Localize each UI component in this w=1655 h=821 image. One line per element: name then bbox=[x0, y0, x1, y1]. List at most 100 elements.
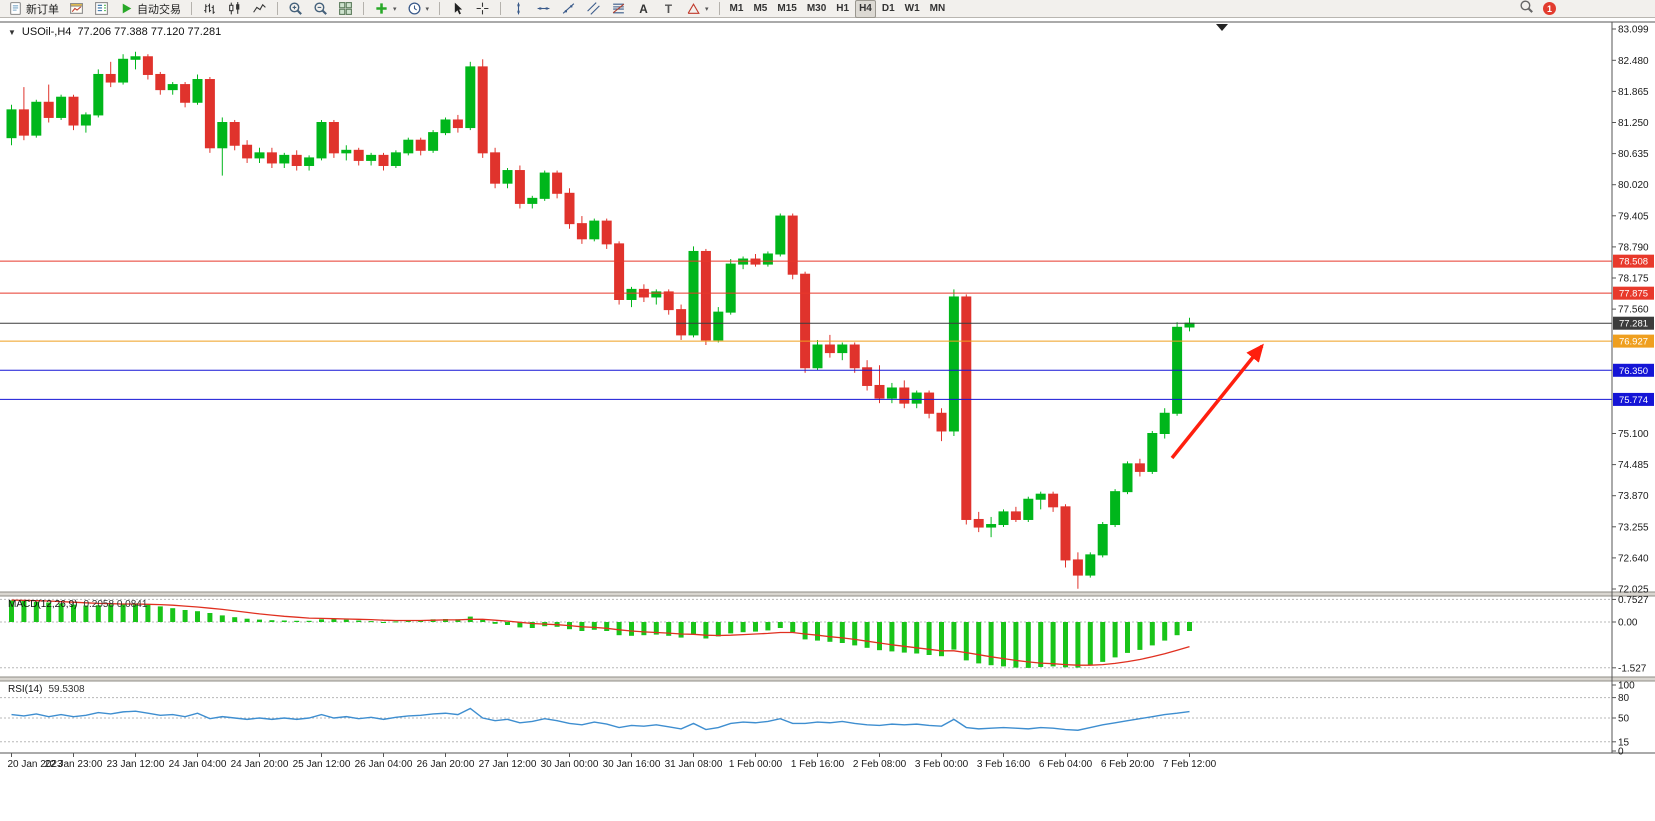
tf-h1-button[interactable]: H1 bbox=[832, 0, 853, 18]
candle-body bbox=[626, 288, 637, 300]
time-axis-label: 7 Feb 12:00 bbox=[1163, 759, 1217, 770]
auto-trading-button[interactable]: 自动交易 bbox=[115, 0, 185, 18]
chart-background bbox=[0, 18, 1655, 821]
tf-m1-button[interactable]: M1 bbox=[726, 0, 748, 18]
macd-histogram-bar bbox=[529, 622, 535, 628]
price-axis-label: 78.790 bbox=[1618, 242, 1649, 253]
tf-mn-button[interactable]: MN bbox=[926, 0, 950, 18]
macd-histogram-bar bbox=[691, 622, 696, 635]
trend-arrow[interactable] bbox=[1170, 343, 1264, 460]
bar-chart-button[interactable] bbox=[198, 0, 221, 18]
arrows-button[interactable]: ▾ bbox=[682, 0, 713, 18]
tile-windows-button[interactable] bbox=[334, 0, 357, 18]
indicators-icon bbox=[376, 3, 387, 14]
candle-body bbox=[490, 152, 501, 184]
tf-d1-button[interactable]: D1 bbox=[878, 0, 899, 18]
candle-body bbox=[266, 152, 277, 164]
zoom-in-button[interactable] bbox=[284, 0, 307, 18]
macd-histogram-bar bbox=[219, 615, 225, 622]
macd-histogram-bar bbox=[1187, 622, 1192, 631]
notifications-badge[interactable]: 1 bbox=[1543, 2, 1556, 15]
horizontal-line-button[interactable] bbox=[532, 0, 555, 18]
macd-histogram-bar bbox=[1001, 622, 1006, 667]
candle-body bbox=[328, 122, 339, 154]
candle-body bbox=[68, 96, 79, 126]
tf-m5-button[interactable]: M5 bbox=[749, 0, 771, 18]
macd-histogram-bar bbox=[715, 622, 721, 637]
pane-splitter[interactable] bbox=[0, 677, 1655, 681]
macd-histogram-bar bbox=[1162, 622, 1168, 641]
macd-histogram-bar bbox=[963, 622, 969, 661]
candle-body bbox=[56, 96, 67, 118]
toolbar-separator bbox=[363, 2, 364, 15]
macd-histogram-bar bbox=[839, 622, 845, 643]
macd-histogram-bar bbox=[728, 622, 734, 634]
macd-histogram-bar bbox=[244, 618, 250, 622]
new-order-button[interactable]: 新订单 bbox=[4, 0, 63, 18]
candle-body bbox=[601, 220, 612, 245]
macd-histogram-bar bbox=[133, 603, 138, 622]
level-price-tag bbox=[1613, 334, 1654, 348]
line-chart-icon bbox=[253, 3, 266, 13]
trendline-button[interactable] bbox=[557, 0, 580, 18]
macd-histogram-bar bbox=[703, 622, 709, 639]
candle-body bbox=[403, 139, 414, 154]
tf-h1-button-label: H1 bbox=[836, 3, 850, 14]
candle-body bbox=[1085, 554, 1096, 576]
vertical-line-button[interactable] bbox=[507, 0, 530, 18]
macd-axis: 0.7527 0.00 -1.527 bbox=[1612, 595, 1649, 674]
equidistant-channel-button[interactable] bbox=[582, 0, 605, 18]
price-axis-label: 81.250 bbox=[1618, 118, 1649, 129]
indicators-button[interactable]: ▾ bbox=[370, 0, 401, 18]
candle-body bbox=[663, 291, 674, 311]
svg-text:A: A bbox=[639, 3, 648, 16]
price-axis[interactable]: 83.099 82.480 81.865 81.250 80.635 80.020 79.4… bbox=[1612, 25, 1649, 596]
candle-body bbox=[1097, 524, 1108, 556]
candle-body bbox=[775, 215, 786, 255]
macd-histogram-bar bbox=[1075, 622, 1081, 668]
candle-body bbox=[812, 344, 823, 369]
macd-histogram-bar bbox=[95, 605, 101, 622]
rsi-axis-label: 0 bbox=[1618, 747, 1624, 758]
price-axis-label: 77.560 bbox=[1618, 305, 1649, 316]
candle-body bbox=[1048, 493, 1059, 508]
crosshair-button[interactable] bbox=[471, 0, 494, 18]
charts-window-button[interactable] bbox=[65, 0, 88, 18]
macd-histogram-bar bbox=[207, 613, 213, 622]
zoom-out-button[interactable] bbox=[309, 0, 332, 18]
toolbar-separator bbox=[277, 2, 278, 15]
candle-body bbox=[862, 367, 873, 386]
macd-histogram-bar bbox=[641, 622, 647, 636]
price-axis-label: 81.865 bbox=[1618, 87, 1649, 98]
chevron-down-icon: ▾ bbox=[705, 5, 709, 13]
macd-histogram-bar bbox=[492, 622, 498, 624]
bar-shift-marker[interactable] bbox=[1216, 24, 1228, 31]
text-button[interactable]: A bbox=[632, 0, 655, 18]
periods-button[interactable]: ▾ bbox=[403, 0, 434, 18]
candle-body bbox=[465, 66, 476, 129]
line-chart-button[interactable] bbox=[248, 0, 271, 18]
text-label-button[interactable]: T bbox=[657, 0, 680, 18]
tf-h4-button[interactable]: H4 bbox=[855, 0, 876, 18]
price-axis-label: 75.100 bbox=[1618, 429, 1649, 440]
candle-body bbox=[415, 139, 426, 151]
level-price-tag bbox=[1613, 286, 1654, 300]
candle-body bbox=[614, 243, 625, 300]
candlestick-chart-button[interactable] bbox=[223, 0, 246, 18]
market-watch-button[interactable] bbox=[90, 0, 113, 18]
fibonacci-button[interactable] bbox=[607, 0, 630, 18]
macd-histogram-bar bbox=[852, 622, 858, 646]
tf-m15-button[interactable]: M15 bbox=[773, 0, 800, 18]
search-button[interactable] bbox=[1519, 0, 1534, 19]
candle-body bbox=[1035, 493, 1046, 500]
cursor-button[interactable] bbox=[446, 0, 469, 18]
tf-m30-button[interactable]: M30 bbox=[803, 0, 830, 18]
pane-splitter[interactable] bbox=[0, 592, 1655, 596]
time-axis-label: 26 Jan 04:00 bbox=[355, 759, 413, 770]
chart-frame bbox=[0, 21, 1655, 754]
tf-w1-button[interactable]: W1 bbox=[901, 0, 924, 18]
candle-body bbox=[911, 392, 922, 404]
